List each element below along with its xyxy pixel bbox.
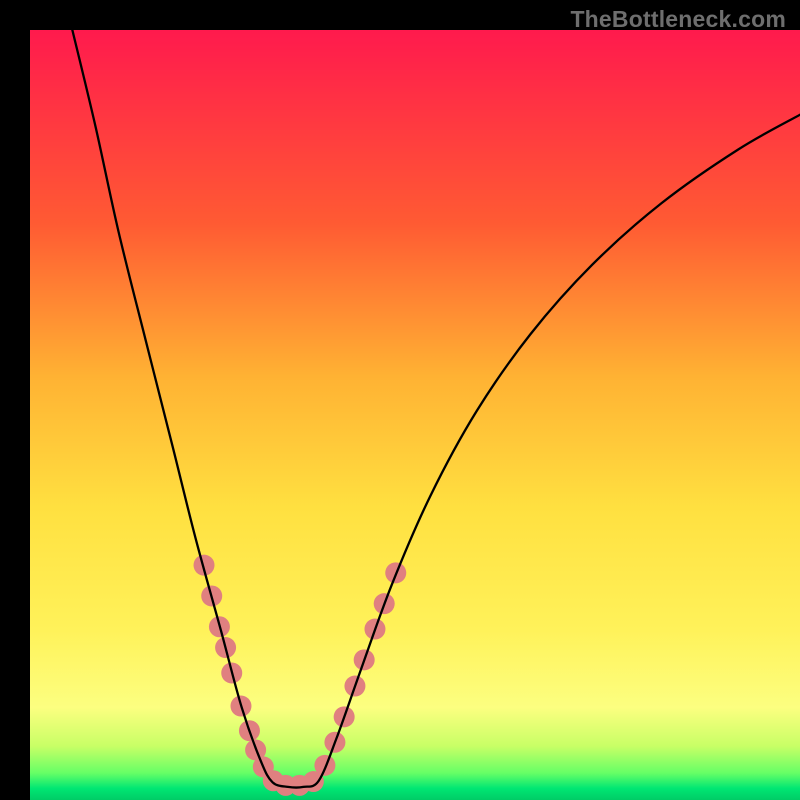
chart-svg [0, 0, 800, 800]
plot-background [30, 30, 800, 800]
marker-point [314, 755, 335, 776]
watermark-text: TheBottleneck.com [570, 6, 786, 33]
